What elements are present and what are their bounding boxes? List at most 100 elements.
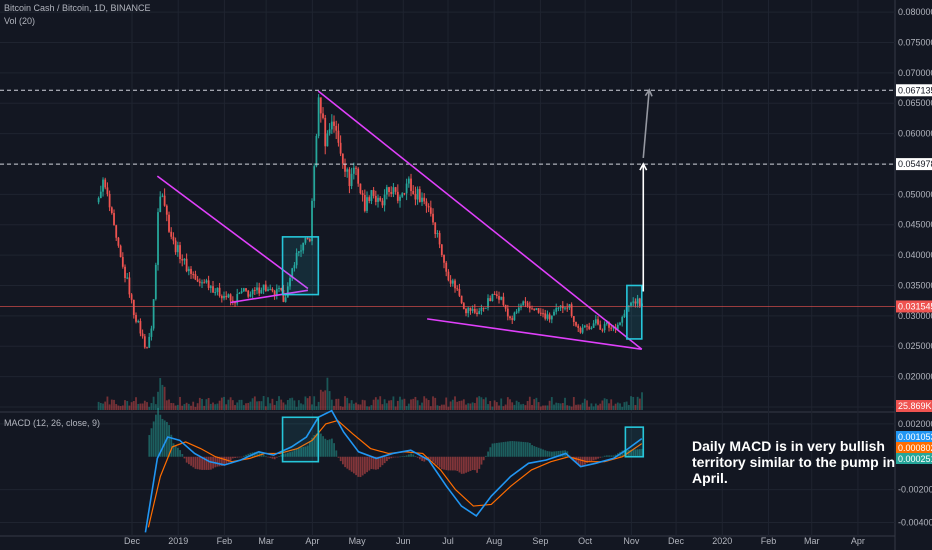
- macd-histogram-bar: [601, 456, 604, 458]
- candle-body: [258, 287, 261, 294]
- candle-body: [608, 322, 610, 328]
- volume-bar: [388, 400, 390, 410]
- macd-histogram-bar: [225, 456, 228, 465]
- volume-bar: [469, 403, 472, 410]
- candle-body: [148, 336, 151, 348]
- volume-bar: [623, 402, 626, 410]
- candle-body: [363, 194, 366, 211]
- candle-body: [399, 196, 401, 201]
- volume-bar: [104, 401, 107, 410]
- volume-bar: [238, 399, 241, 410]
- candle-body: [553, 311, 555, 316]
- candle-body: [374, 195, 377, 202]
- candle-body: [498, 296, 500, 300]
- date-tick-label: Aug: [486, 536, 502, 546]
- volume-bar: [390, 400, 393, 410]
- volume-bar: [381, 404, 384, 410]
- volume-bar: [216, 403, 219, 410]
- macd-histogram-bar: [418, 456, 421, 460]
- volume-bar: [170, 402, 173, 410]
- macd-indicator-label[interactable]: MACD (12, 26, close, 9): [4, 418, 101, 428]
- macd-histogram-bar: [216, 456, 219, 467]
- volume-bar: [333, 405, 335, 410]
- volume-bar: [335, 398, 338, 410]
- macd-histogram-bar: [581, 456, 584, 467]
- candle-body: [253, 289, 256, 291]
- volume-bar: [267, 397, 269, 410]
- candle-body: [194, 274, 197, 280]
- volume-bar: [264, 406, 267, 410]
- volume-bar: [456, 401, 459, 410]
- macd-histogram-bar: [414, 456, 417, 457]
- candle-body: [330, 121, 333, 130]
- macd-histogram-bar: [484, 455, 487, 457]
- volume-bar: [414, 396, 417, 410]
- candle-body: [300, 250, 302, 252]
- volume-bar: [495, 402, 498, 410]
- candle-body: [317, 97, 320, 136]
- macd-histogram-bar: [157, 407, 159, 457]
- volume-bar: [339, 406, 342, 410]
- volume-bar: [227, 399, 230, 410]
- candle-body: [161, 195, 164, 197]
- volume-bar: [319, 389, 322, 410]
- volume-bar: [146, 402, 148, 410]
- volume-bar: [284, 404, 287, 410]
- macd-histogram-bar: [641, 448, 643, 457]
- macd-histogram-bar: [465, 456, 467, 473]
- volume-bar: [377, 399, 379, 410]
- macd-histogram-bar: [392, 456, 395, 458]
- macd-histogram-bar: [366, 456, 368, 473]
- candle-body: [632, 301, 635, 303]
- macd-histogram-bar: [319, 433, 322, 457]
- volume-bar: [612, 405, 615, 410]
- macd-histogram-bar: [500, 442, 503, 457]
- macd-histogram-bar: [176, 447, 179, 457]
- price-tick-label: 0.080000: [898, 7, 932, 17]
- candle-body: [379, 197, 382, 201]
- macd-histogram-bar: [590, 456, 593, 462]
- candle-body: [594, 319, 597, 324]
- candle-body: [99, 191, 102, 198]
- volume-bar: [187, 403, 190, 410]
- volume-bars: [97, 377, 643, 410]
- candle-body: [359, 183, 362, 194]
- volume-bar: [528, 396, 531, 410]
- macd-histogram-bar: [432, 456, 434, 462]
- volume-bar: [225, 404, 228, 410]
- volume-indicator-label[interactable]: Vol (20): [4, 16, 36, 26]
- volume-bar: [311, 404, 313, 410]
- candle-body: [500, 296, 503, 300]
- macd-histogram-bar: [427, 456, 430, 459]
- date-tick-label: Feb: [761, 536, 777, 546]
- macd-histogram-bar: [170, 434, 173, 457]
- volume-bar: [583, 398, 586, 410]
- candle-body: [579, 327, 582, 333]
- volume-bar: [152, 396, 155, 410]
- candle-body: [440, 244, 443, 256]
- last-price-label: 0.031545: [898, 301, 932, 311]
- macd-histogram-bar: [513, 441, 516, 457]
- macd-histogram-bar: [546, 451, 549, 457]
- volume-bar: [372, 399, 375, 410]
- volume-bar: [610, 399, 613, 410]
- volume-bar: [115, 404, 118, 410]
- macd-histogram-bar: [374, 456, 377, 470]
- macd-histogram-bar: [198, 456, 201, 470]
- macd-histogram-bar: [337, 456, 340, 458]
- volume-value-tag: [896, 400, 932, 412]
- macd-histogram-bar: [524, 442, 527, 457]
- candle-body: [275, 288, 278, 296]
- candle-body: [339, 142, 342, 154]
- macd-histogram-bar: [469, 456, 472, 471]
- volume-bar: [350, 400, 353, 410]
- macd-histogram-bar: [181, 453, 184, 457]
- volume-bar: [379, 396, 382, 410]
- candle-body: [207, 280, 210, 288]
- candle-body: [295, 252, 298, 266]
- volume-bar: [110, 399, 113, 410]
- macd-histogram-bar: [515, 441, 518, 457]
- macd-histogram-bar: [201, 456, 203, 470]
- candle-body: [328, 129, 331, 134]
